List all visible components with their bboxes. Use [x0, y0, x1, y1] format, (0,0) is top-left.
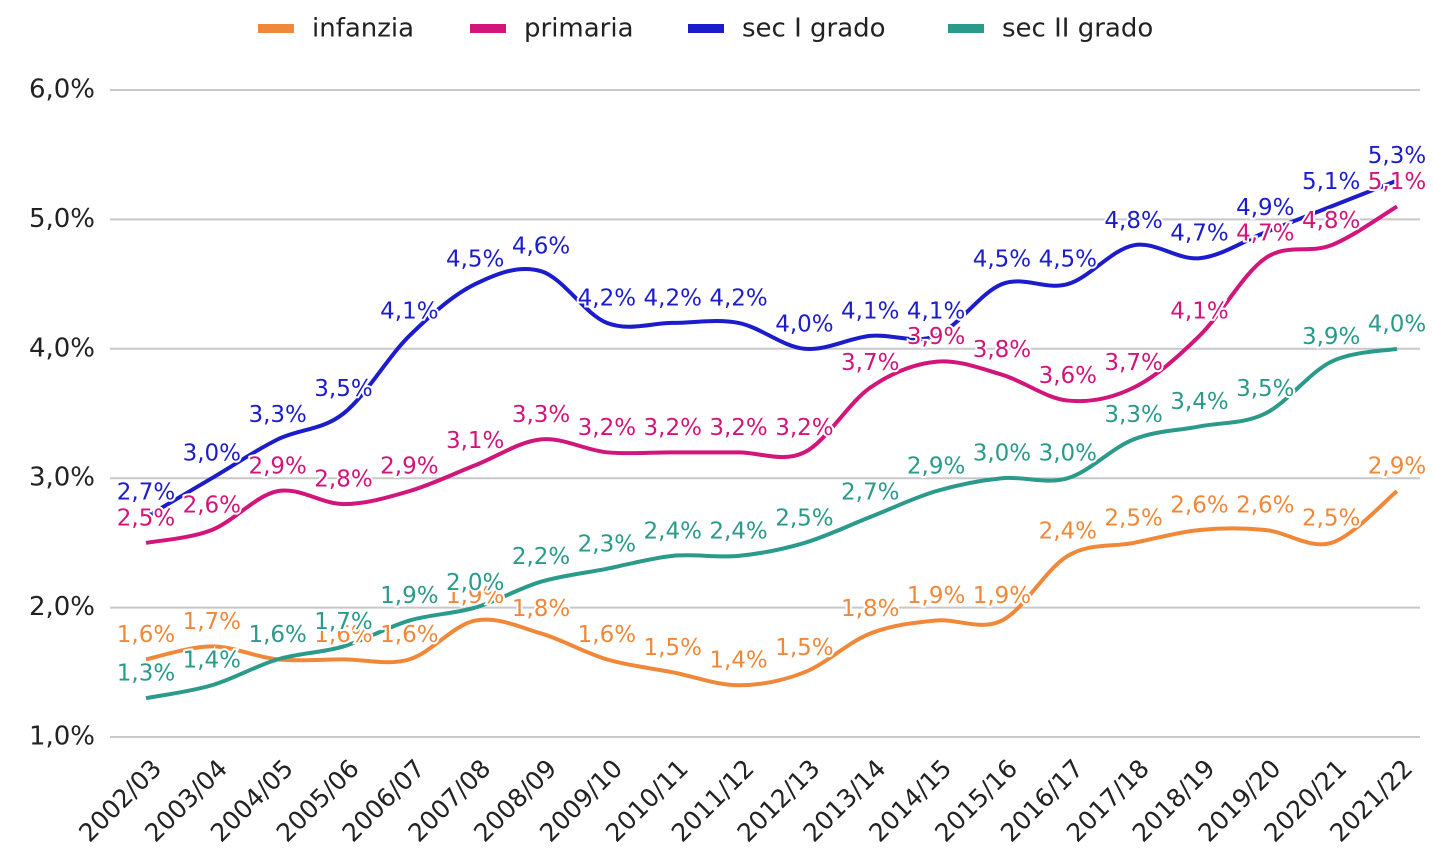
data-label: 4,6% — [512, 234, 570, 260]
data-label: 5,3% — [1368, 143, 1426, 169]
data-label: 4,9% — [1236, 195, 1294, 221]
data-label: 1,8% — [512, 596, 570, 622]
data-label: 2,9% — [907, 454, 965, 480]
data-label: 2,5% — [1104, 505, 1162, 531]
data-label: 3,9% — [907, 324, 965, 350]
data-label: 4,0% — [1368, 311, 1426, 337]
data-label: 5,1% — [1368, 169, 1426, 195]
legend-swatch — [688, 24, 724, 33]
data-label: 5,1% — [1302, 169, 1360, 195]
data-label: 2,5% — [117, 505, 175, 531]
data-label: 3,6% — [1039, 363, 1097, 389]
data-label: 4,1% — [841, 298, 899, 324]
data-label: 3,3% — [248, 402, 306, 428]
data-label: 3,5% — [314, 376, 372, 402]
data-label: 2,0% — [446, 570, 504, 596]
data-label: 1,8% — [841, 596, 899, 622]
y-tick-label: 5,0% — [29, 204, 95, 234]
data-label: 1,4% — [709, 648, 767, 674]
y-tick-label: 2,0% — [29, 592, 95, 622]
data-label: 3,2% — [644, 415, 702, 441]
data-label: 2,8% — [314, 467, 372, 493]
data-label: 4,8% — [1302, 208, 1360, 234]
legend-label: sec II grado — [1002, 14, 1153, 44]
legend-label: sec I grado — [742, 14, 886, 44]
data-label: 1,9% — [380, 583, 438, 609]
series-line — [145, 489, 1399, 688]
y-tick-label: 4,0% — [29, 333, 95, 363]
data-label: 3,0% — [1039, 441, 1097, 467]
series-line — [145, 346, 1398, 701]
series-line — [144, 178, 1398, 519]
data-label: 2,9% — [248, 454, 306, 480]
y-tick-label: 6,0% — [29, 75, 95, 105]
legend-swatch — [470, 24, 506, 33]
data-label: 2,4% — [1039, 518, 1097, 544]
data-label: 1,4% — [183, 648, 241, 674]
data-label: 4,2% — [709, 285, 767, 311]
data-label: 4,5% — [446, 247, 504, 273]
data-label: 3,9% — [1302, 324, 1360, 350]
data-label: 1,9% — [446, 583, 504, 609]
legend-label: primaria — [524, 14, 634, 44]
data-label: 1,6% — [248, 622, 306, 648]
legend-swatch — [948, 24, 984, 33]
data-label: 4,8% — [1104, 208, 1162, 234]
data-label: 1,6% — [248, 622, 306, 648]
data-label: 2,5% — [1302, 505, 1360, 531]
data-label: 4,1% — [380, 298, 438, 324]
data-label: 2,6% — [1170, 492, 1228, 518]
data-label: 3,2% — [709, 415, 767, 441]
data-label: 1,3% — [117, 661, 175, 687]
data-label: 4,5% — [1039, 247, 1097, 273]
y-tick-label: 1,0% — [29, 722, 95, 752]
data-label: 3,3% — [1104, 402, 1162, 428]
data-label: 1,7% — [314, 609, 372, 635]
data-label: 1,6% — [578, 622, 636, 648]
data-label: 3,8% — [973, 337, 1031, 363]
data-label: 2,9% — [380, 454, 438, 480]
data-label: 3,4% — [1170, 389, 1228, 415]
series-line — [145, 204, 1399, 545]
data-label: 3,7% — [1104, 350, 1162, 376]
data-label: 3,0% — [973, 441, 1031, 467]
legend-swatch — [258, 24, 294, 33]
data-label: 2,9% — [1368, 454, 1426, 480]
data-label: 3,2% — [578, 415, 636, 441]
data-label: 4,1% — [1170, 298, 1228, 324]
data-label: 2,4% — [709, 518, 767, 544]
data-label: 1,5% — [644, 635, 702, 661]
data-label: 3,1% — [446, 428, 504, 454]
data-label: 4,7% — [1170, 221, 1228, 247]
data-label: 2,3% — [578, 531, 636, 557]
data-label: 2,6% — [183, 492, 241, 518]
data-label: 2,2% — [512, 544, 570, 570]
data-label: 1,5% — [775, 635, 833, 661]
data-label: 4,5% — [973, 247, 1031, 273]
legend-label: infanzia — [312, 14, 414, 44]
data-label: 3,7% — [841, 350, 899, 376]
data-label: 4,0% — [775, 311, 833, 337]
data-label: 4,1% — [907, 298, 965, 324]
data-label: 2,5% — [775, 505, 833, 531]
data-label: 4,2% — [644, 285, 702, 311]
data-label: 1,6% — [380, 622, 438, 648]
data-label: 1,9% — [907, 583, 965, 609]
data-label: 2,7% — [841, 480, 899, 506]
data-label: 1,9% — [973, 583, 1031, 609]
data-label: 1,6% — [314, 622, 372, 648]
data-label: 4,2% — [578, 285, 636, 311]
data-label: 4,7% — [1236, 221, 1294, 247]
data-label: 1,7% — [183, 609, 241, 635]
y-tick-label: 3,0% — [29, 463, 95, 493]
data-label: 2,7% — [117, 480, 175, 506]
data-label: 3,0% — [183, 441, 241, 467]
data-label: 2,6% — [1236, 492, 1294, 518]
data-label: 3,5% — [1236, 376, 1294, 402]
data-label: 1,6% — [117, 622, 175, 648]
data-label: 3,2% — [775, 415, 833, 441]
data-label: 2,4% — [644, 518, 702, 544]
data-label: 3,3% — [512, 402, 570, 428]
